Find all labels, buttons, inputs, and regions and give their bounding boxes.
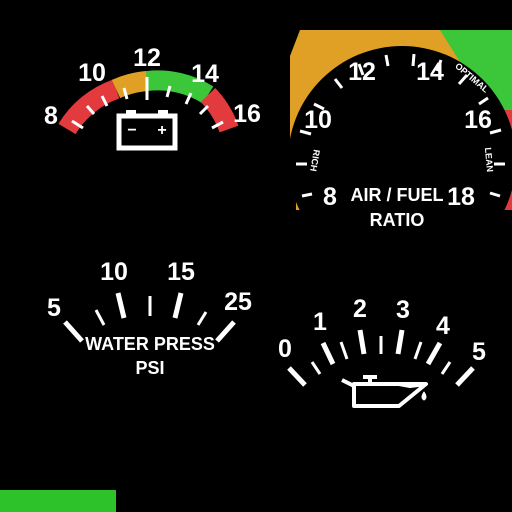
oil-gauge: 0 1 2 3 4 5 (278, 295, 486, 406)
voltmeter-tick-label: 8 (44, 102, 58, 130)
water-press-gauge: 5 10 15 25 WATER PRESS PSI (47, 258, 252, 378)
voltmeter-tick-label: 16 (233, 100, 261, 128)
water-press-unit: PSI (135, 358, 164, 378)
oil-tick-label: 3 (396, 296, 410, 324)
air-fuel-tick-label: 16 (464, 106, 492, 134)
battery-plus-label: + (157, 122, 166, 139)
oil-tick-label: 2 (353, 295, 367, 323)
air-fuel-zone-lean: LEAN (483, 147, 495, 172)
air-fuel-tick-label: 8 (323, 183, 337, 211)
oil-tick-label: 5 (472, 338, 486, 366)
battery-minus-label: − (127, 122, 136, 139)
voltmeter-gauge: 8 10 12 14 16 − + (44, 44, 261, 148)
status-indicator-bar (0, 490, 116, 512)
water-press-minor-ticks (96, 296, 206, 325)
voltmeter-tick-label: 10 (78, 59, 106, 87)
water-press-tick-label: 10 (100, 258, 128, 286)
oil-tick-label: 1 (313, 308, 327, 336)
voltmeter-amber-arc (116, 81, 147, 89)
oil-minor-ticks (312, 336, 450, 374)
oil-tick-label: 0 (278, 335, 292, 363)
air-fuel-subtitle: RATIO (370, 210, 425, 230)
air-fuel-tick-label: 12 (348, 58, 376, 86)
water-press-tick-label: 5 (47, 294, 61, 322)
oil-can-icon (342, 377, 426, 406)
oil-tick-label: 4 (436, 312, 450, 340)
water-press-tick-label: 15 (167, 258, 195, 286)
air-fuel-title: AIR / FUEL (351, 185, 444, 205)
battery-icon: − + (119, 110, 175, 148)
voltmeter-tick-label: 12 (133, 44, 161, 72)
air-fuel-tick-label: 10 (304, 106, 332, 134)
air-fuel-tick-label: 14 (416, 58, 444, 86)
voltmeter-tick-label: 14 (191, 60, 219, 88)
air-fuel-gauge: 8 10 12 14 16 18 AIR / FUEL RATIO RICH O… (288, 30, 512, 274)
air-fuel-face-edge (288, 180, 296, 220)
water-press-title: WATER PRESS (85, 334, 215, 354)
air-fuel-tick-label: 18 (447, 183, 475, 211)
water-press-tick-label: 25 (224, 288, 252, 316)
